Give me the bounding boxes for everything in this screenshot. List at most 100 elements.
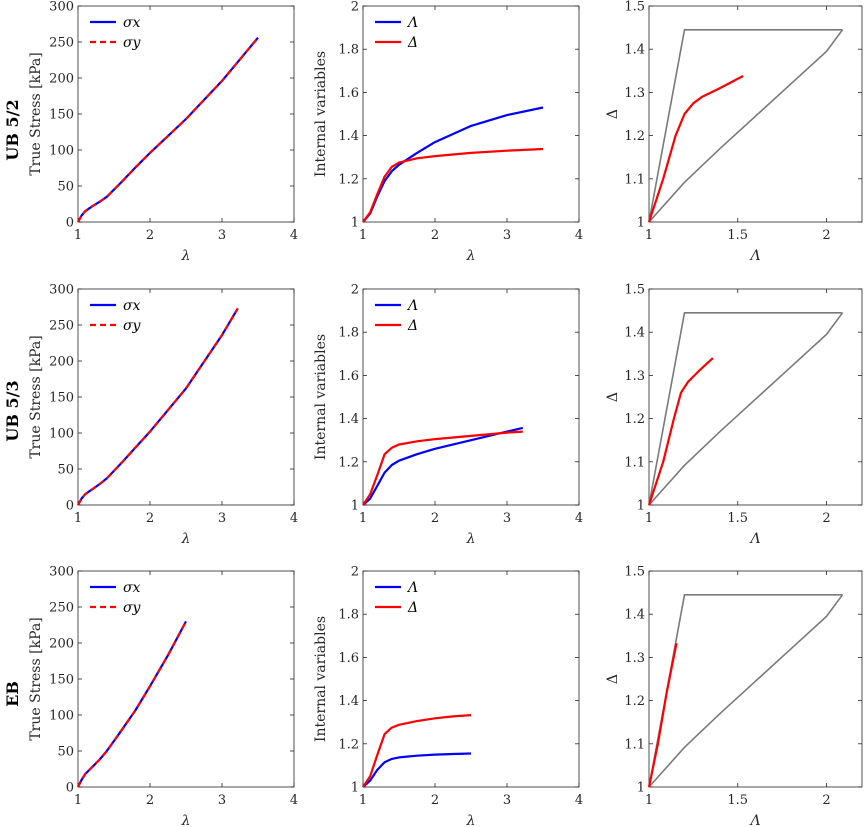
y-tick-label: 2 <box>351 565 359 580</box>
y-tick-label: 1.6 <box>338 86 359 101</box>
y-tick-label: 1.2 <box>624 694 645 709</box>
y-tick-label: 1.8 <box>338 43 359 58</box>
x-tick-label: 2 <box>431 228 439 243</box>
y-axis-label: True Stress [kPa] <box>28 617 44 740</box>
y-tick-label: 50 <box>57 463 74 478</box>
y-tick-label: 50 <box>57 745 74 760</box>
y-tick-label: 2 <box>351 0 359 15</box>
bound-line <box>648 29 844 223</box>
y-tick-label: 1.5 <box>624 565 645 580</box>
y-tick-label: 1.1 <box>624 455 645 470</box>
y-tick-label: 1.3 <box>624 651 645 666</box>
y-tick-label: 1.4 <box>338 412 359 427</box>
delta-vs-lambda-line <box>647 642 678 788</box>
series-line-σx <box>77 620 187 788</box>
y-tick-label: 1.6 <box>338 369 359 384</box>
y-tick-label: 1.8 <box>338 326 359 341</box>
y-tick-label: 150 <box>49 391 74 406</box>
y-tick-label: 1 <box>637 216 645 231</box>
x-tick-label: 4 <box>290 793 298 808</box>
bound-line <box>648 312 844 506</box>
series-line-Δ <box>362 714 472 788</box>
legend-label: σy <box>123 35 142 51</box>
x-tick-label: 1 <box>74 793 82 808</box>
x-axis-label: λ <box>181 248 191 264</box>
y-tick-label: 2 <box>351 283 359 298</box>
panel-2-3: 1 1.5 211.11.21.31.41.5ΛΔ <box>605 283 863 547</box>
series-line-Λ <box>362 752 472 788</box>
x-tick-label: 1.5 <box>727 511 748 526</box>
x-tick-label: 3 <box>218 228 226 243</box>
panel-3-2: 1 2 3 4 1 1.2 1.4 1.6 1.8 2 λ Internal variables ΛΔ <box>313 565 583 827</box>
x-tick-label: 3 <box>218 511 226 526</box>
x-axis-label: λ <box>466 813 476 827</box>
y-axis-label: Δ <box>605 674 621 684</box>
legend-label: Δ <box>407 318 418 334</box>
panel-1-1: 1 2 3 4 0 50 100 150 200 250 300 λ True Stress [kPa]… <box>28 0 298 264</box>
y-tick-label: 0 <box>66 216 74 231</box>
y-tick-label: 1.2 <box>624 129 645 144</box>
y-tick-label: 1.2 <box>338 172 359 187</box>
x-axis-label: λ <box>466 531 476 547</box>
axes-box <box>648 570 863 788</box>
y-tick-label: 1.3 <box>624 369 645 384</box>
y-tick-label: 150 <box>49 673 74 688</box>
bound-line <box>648 29 843 223</box>
x-tick-label: 4 <box>575 228 583 243</box>
legend-label: σy <box>123 600 142 616</box>
legend-label: Δ <box>407 35 418 51</box>
y-tick-label: 1 <box>637 499 645 514</box>
y-tick-label: 100 <box>49 427 74 442</box>
y-tick-label: 1.4 <box>624 608 645 623</box>
y-tick-label: 0 <box>66 499 74 514</box>
legend-label: Λ <box>406 15 418 31</box>
x-tick-label: 1 <box>74 511 82 526</box>
y-tick-label: 1.2 <box>338 455 359 470</box>
y-axis-label: Internal variables <box>313 334 329 460</box>
series-line-Λ <box>362 106 544 223</box>
x-tick-label: 1 <box>359 511 367 526</box>
y-tick-label: 1.4 <box>624 43 645 58</box>
axes-box <box>77 5 295 223</box>
x-tick-label: 1 <box>645 793 653 808</box>
y-tick-label: 1.5 <box>624 0 645 15</box>
y-tick-label: 100 <box>49 709 74 724</box>
axes-box <box>362 288 580 506</box>
x-axis-label: Λ <box>748 248 760 264</box>
y-tick-label: 1.2 <box>338 737 359 752</box>
delta-vs-lambda-line <box>647 75 744 223</box>
x-tick-label: 2 <box>431 793 439 808</box>
y-tick-label: 250 <box>49 319 74 334</box>
y-tick-label: 1.3 <box>624 86 645 101</box>
y-tick-label: 1.5 <box>624 283 645 298</box>
row-label: EB <box>3 681 22 707</box>
series-line-σx <box>77 307 239 506</box>
y-tick-label: 1.2 <box>624 412 645 427</box>
x-axis-label: Λ <box>748 813 760 827</box>
x-tick-label: 4 <box>290 511 298 526</box>
series-line-Δ <box>362 430 523 506</box>
x-axis-label: Λ <box>748 531 760 547</box>
x-tick-label: 2 <box>146 228 154 243</box>
x-tick-label: 2 <box>431 511 439 526</box>
y-axis-label: Δ <box>605 392 621 402</box>
x-tick-label: 1.5 <box>727 228 748 243</box>
y-tick-label: 100 <box>49 144 74 159</box>
panel-2-1: 1 2 3 4 0 50 100 150 200 250 300 λ True Stress [kPa]… <box>28 283 298 548</box>
x-tick-label: 3 <box>218 793 226 808</box>
y-tick-label: 1.4 <box>338 694 359 709</box>
y-tick-label: 150 <box>49 108 74 123</box>
delta-vs-lambda-line <box>647 357 714 506</box>
series-line-Λ <box>362 426 524 506</box>
x-axis-label: λ <box>181 813 191 827</box>
x-axis-label: λ <box>181 531 191 547</box>
x-tick-label: 2 <box>146 793 154 808</box>
y-tick-label: 1 <box>637 781 645 796</box>
series-line-Δ <box>362 147 544 223</box>
y-tick-label: 1.1 <box>624 737 645 752</box>
legend-label: σy <box>123 318 142 334</box>
x-tick-label: 4 <box>575 793 583 808</box>
x-tick-label: 2 <box>822 793 830 808</box>
x-tick-label: 1 <box>645 228 653 243</box>
x-tick-label: 2 <box>822 228 830 243</box>
